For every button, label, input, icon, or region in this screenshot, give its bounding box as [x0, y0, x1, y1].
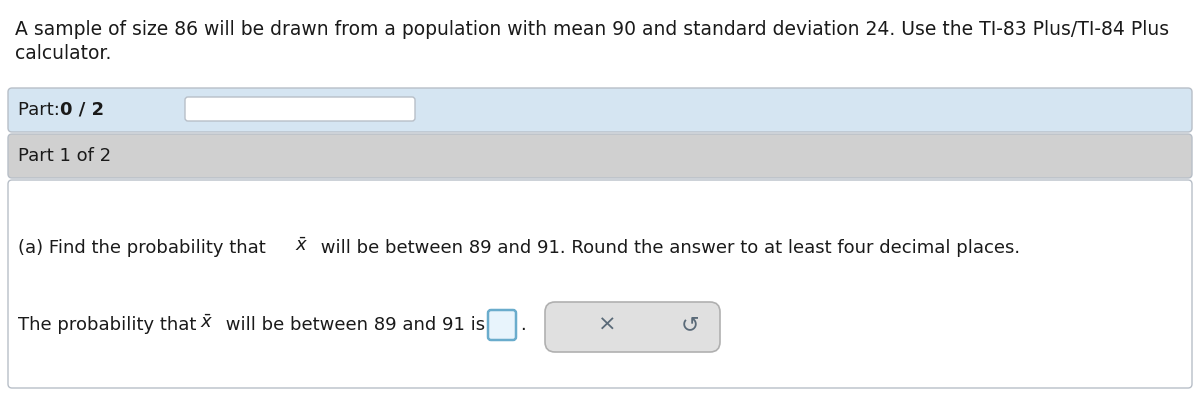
Text: will be between 89 and 91. Round the answer to at least four decimal places.: will be between 89 and 91. Round the ans…	[314, 239, 1020, 257]
FancyBboxPatch shape	[488, 310, 516, 340]
FancyBboxPatch shape	[8, 180, 1192, 388]
Text: ↺: ↺	[680, 315, 700, 335]
FancyBboxPatch shape	[185, 97, 415, 121]
Text: will be between 89 and 91 is: will be between 89 and 91 is	[220, 316, 485, 334]
Text: ×: ×	[598, 315, 617, 335]
Text: calculator.: calculator.	[14, 44, 112, 63]
FancyBboxPatch shape	[8, 134, 1192, 178]
Text: $\bar{x}$: $\bar{x}$	[295, 237, 308, 255]
FancyBboxPatch shape	[8, 88, 1192, 132]
Text: The probability that: The probability that	[18, 316, 202, 334]
Text: 0 / 2: 0 / 2	[60, 101, 104, 119]
Text: Part 1 of 2: Part 1 of 2	[18, 147, 112, 165]
Text: (a) Find the probability that: (a) Find the probability that	[18, 239, 271, 257]
FancyBboxPatch shape	[545, 302, 720, 352]
Text: Part:: Part:	[18, 101, 66, 119]
Text: A sample of size 86 will be drawn from a population with mean 90 and standard de: A sample of size 86 will be drawn from a…	[14, 20, 1169, 39]
Text: .: .	[520, 316, 526, 334]
Text: $\bar{x}$: $\bar{x}$	[200, 314, 214, 332]
